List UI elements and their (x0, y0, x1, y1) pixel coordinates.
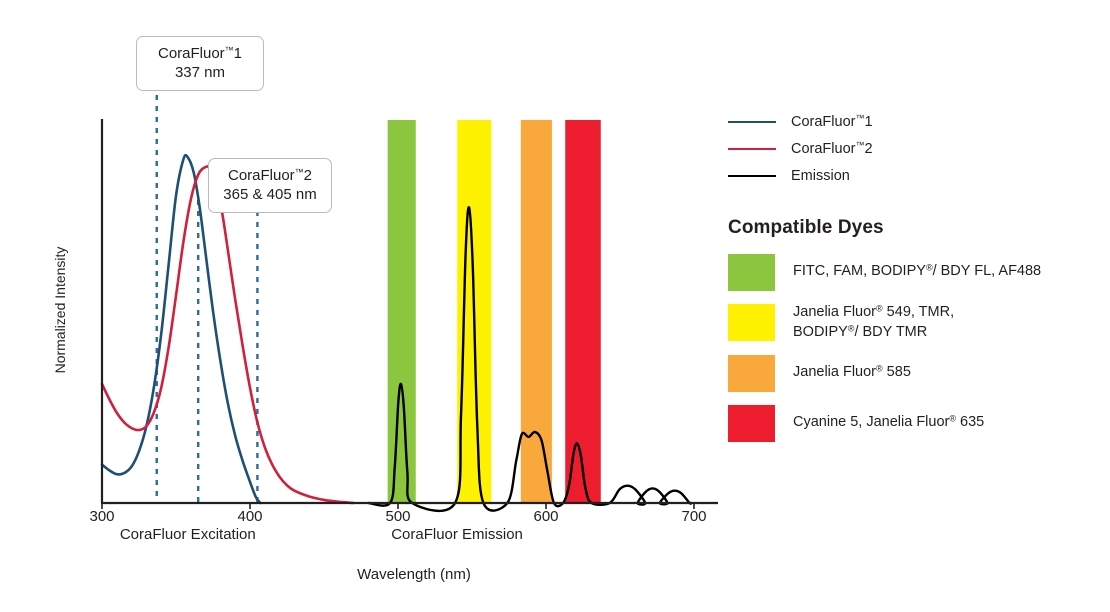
curve-emission (367, 206, 693, 513)
legend-line-swatch (728, 147, 776, 150)
emission-region-label: CoraFluor Emission (391, 526, 523, 543)
callout-corafluor2-line1: CoraFluor™2 (227, 167, 313, 184)
legend-series-row[interactable]: Emission (728, 162, 1100, 189)
callout-corafluor1-line2: 337 nm (174, 64, 226, 82)
callout-corafluor1: CoraFluor™1 337 nm (136, 36, 264, 92)
x-axis-ticks (101, 503, 695, 509)
dye-legend-row[interactable]: FITC, FAM, BODIPY®/ BDY FL, AF488 (728, 253, 1100, 291)
callout-corafluor2-line2: 365 & 405 nm (223, 186, 317, 204)
series-legend-list: CoraFluor™1 CoraFluor™2 Emission (728, 108, 1100, 189)
dye-legend-label: Janelia Fluor® 585 (793, 363, 911, 381)
dye-legend-label: Janelia Fluor® 549, TMR, BODIPY®/ BDY TMR (793, 303, 955, 340)
dye-legend-label: FITC, FAM, BODIPY®/ BDY FL, AF488 (793, 262, 1042, 280)
legend-series-row[interactable]: CoraFluor™1 (728, 108, 1100, 135)
dye-color-swatch (728, 304, 775, 342)
orange-band (520, 120, 552, 503)
callout-corafluor1-line1: CoraFluor™1 (157, 45, 243, 62)
red-band (565, 120, 601, 503)
x-tick-label-500: 500 (385, 508, 411, 525)
x-axis-label: Wavelength (nm) (357, 566, 471, 583)
dye-color-swatch (728, 404, 775, 442)
legend-series-label: CoraFluor™2 (791, 139, 873, 157)
dye-color-swatch (728, 253, 775, 291)
dye-legend-row[interactable]: Cyanine 5, Janelia Fluor® 635 (728, 404, 1100, 442)
dye-legend-row[interactable]: Janelia Fluor® 585 (728, 354, 1100, 392)
excitation-marker-lines (155, 95, 259, 503)
excitation-region-label: CoraFluor Excitation (119, 526, 256, 543)
dye-bands-group (387, 120, 601, 503)
y-axis-label: Normalized Intensity (52, 246, 68, 374)
green-band (387, 120, 416, 503)
x-tick-label-300: 300 (89, 508, 115, 525)
x-tick-label-400: 400 (237, 508, 263, 525)
x-tick-label-700: 700 (681, 508, 707, 525)
legend-line-swatch (728, 174, 776, 177)
dye-legend-label: Cyanine 5, Janelia Fluor® 635 (793, 413, 985, 431)
legend-series-label: Emission (791, 167, 850, 184)
callout-corafluor2: CoraFluor™2 365 & 405 nm (208, 158, 332, 214)
compatible-dyes-list: FITC, FAM, BODIPY®/ BDY FL, AF488 Janelia… (728, 253, 1100, 442)
legend-series-label: CoraFluor™1 (791, 112, 873, 130)
x-tick-label-600: 600 (533, 508, 559, 525)
curve-corafluor1 (100, 153, 262, 505)
dye-color-swatch (728, 354, 775, 392)
compatible-dyes-title: Compatible Dyes (728, 217, 884, 238)
legend-series-row[interactable]: CoraFluor™2 (728, 135, 1100, 162)
legend-line-swatch (728, 120, 776, 123)
dye-legend-row[interactable]: Janelia Fluor® 549, TMR, BODIPY®/ BDY TMR (728, 303, 1100, 342)
legend-panel: CoraFluor™1 CoraFluor™2 Emission Compatibl… (728, 108, 1100, 454)
